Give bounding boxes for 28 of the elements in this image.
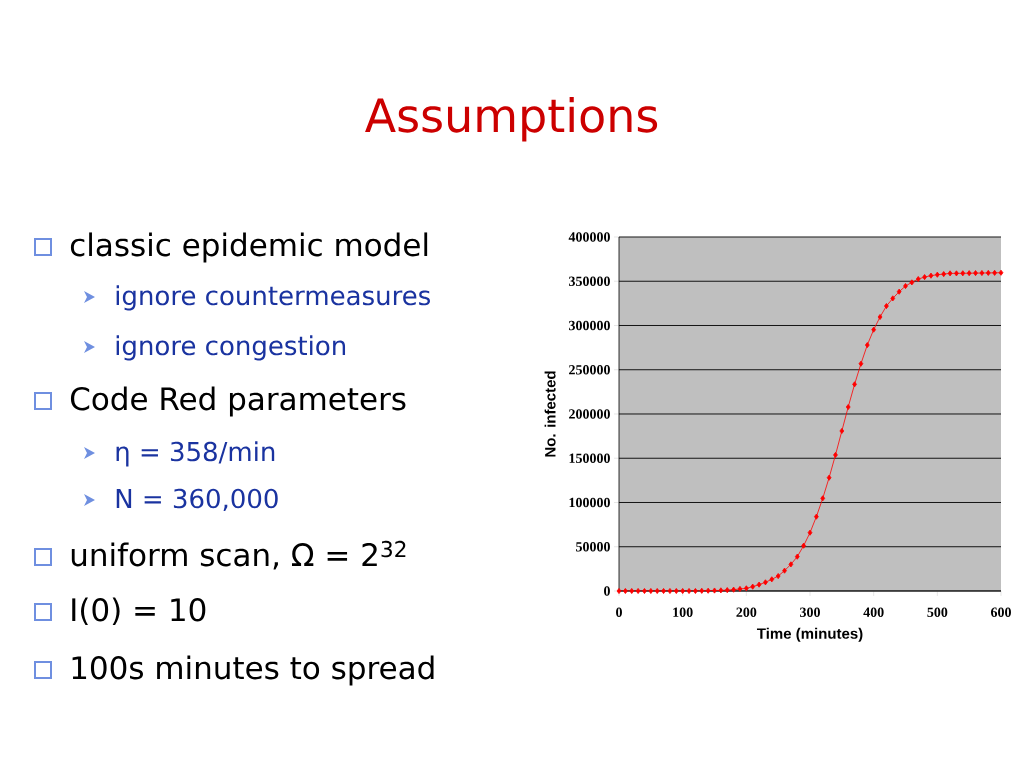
text: η = 358/min bbox=[116, 441, 275, 467]
y-axis-title: No. infected bbox=[544, 371, 556, 457]
y-tick-label: 200000 bbox=[569, 409, 610, 419]
y-tick-label: 250000 bbox=[569, 365, 610, 375]
x-axis-title: Time (minutes) bbox=[756, 627, 863, 642]
text: N = 360,000 bbox=[116, 488, 278, 512]
x-tick-label: 600 bbox=[990, 607, 1011, 617]
text: classic epidemic model bbox=[70, 232, 428, 263]
text: uniform scan, Ω = 2$^{32}$ bbox=[71, 540, 406, 570]
text: Code Red parameters bbox=[70, 386, 406, 417]
y-tick-label: 50000 bbox=[576, 542, 610, 552]
x-tick-label: 400 bbox=[863, 607, 884, 617]
text: ignore congestion bbox=[116, 335, 346, 361]
y-tick-label: 300000 bbox=[569, 320, 610, 331]
text: 100s minutes to spread bbox=[72, 655, 434, 686]
text: I(0) = 10 bbox=[72, 597, 206, 626]
y-tick-label: 400000 bbox=[568, 232, 610, 242]
y-tick-label: 150000 bbox=[569, 453, 610, 463]
x-tick-label: 100 bbox=[673, 607, 693, 617]
y-tick-label: 0 bbox=[604, 586, 610, 596]
x-tick-label: 200 bbox=[736, 607, 757, 617]
y-tick-label: 350000 bbox=[569, 276, 610, 286]
text: ignore countermeasures bbox=[116, 285, 430, 311]
y-tick-label: 100000 bbox=[569, 497, 610, 508]
x-tick-label: 500 bbox=[927, 607, 948, 617]
x-tick-label: 300 bbox=[800, 607, 820, 617]
chart-title: Assumptions bbox=[365, 97, 658, 142]
x-tick-label: 0 bbox=[616, 607, 622, 617]
